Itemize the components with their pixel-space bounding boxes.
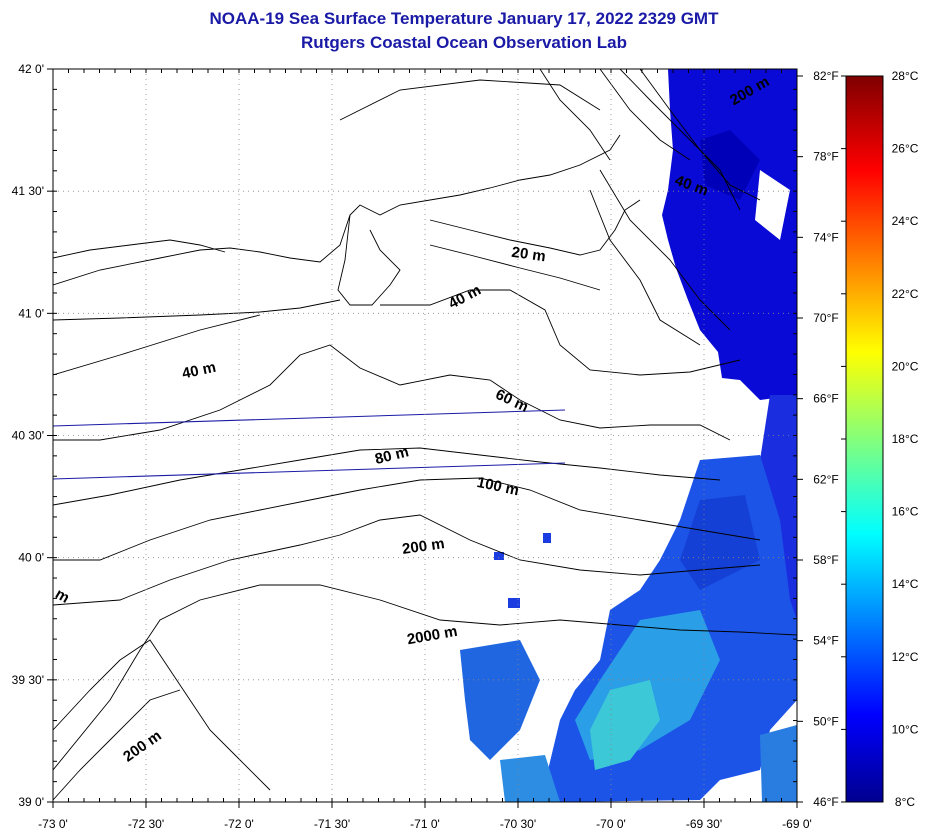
transect-lines xyxy=(53,409,566,480)
lat-tick-label: 39 30' xyxy=(12,673,44,687)
sst-patch-south-east xyxy=(760,725,797,802)
sst-patch-cyan xyxy=(590,680,660,770)
sst-patch-northeast xyxy=(662,69,797,400)
depth-label: 200 m xyxy=(401,535,445,558)
sst-gap xyxy=(755,170,790,240)
lon-tick-label: -70 0' xyxy=(596,817,626,831)
lat-tick-label: 41 30' xyxy=(12,184,44,198)
contour-2000m xyxy=(53,584,797,771)
celsius-label: 8°C xyxy=(895,795,915,809)
lat-tick-label: 41 0' xyxy=(18,306,44,320)
celsius-label: 20°C xyxy=(892,359,919,373)
fahrenheit-label: 82°F xyxy=(813,69,838,83)
contour-60m xyxy=(53,344,731,441)
colorbar-celsius-labels: 28°C 26°C 24°C 22°C 20°C 18°C 16°C 14°C 12°C 10°C… xyxy=(841,69,919,809)
fahrenheit-label: 46°F xyxy=(813,795,838,809)
lat-tick-label: 39 0' xyxy=(18,795,44,809)
transect-line-1 xyxy=(53,409,566,427)
cape-cod-inner xyxy=(429,199,641,256)
latitude-labels: 42 0' 41 30' 41 0' 40 30' 40 0' 39 30' 39 0' xyxy=(12,62,44,809)
contour-shelf-west xyxy=(53,299,341,321)
longitude-labels: -73 0' -72 30' -72 0' -71 30' -71 0' -70 30' -… xyxy=(38,817,812,831)
contour-gulf-2 xyxy=(639,69,761,201)
contour-200m-sw xyxy=(53,689,181,801)
contour-georges-2 xyxy=(599,169,731,331)
contour-100m xyxy=(53,477,761,561)
sst-speck xyxy=(508,598,520,608)
depth-label: 20 m xyxy=(511,244,547,266)
map-grid xyxy=(53,69,797,802)
fahrenheit-label: 78°F xyxy=(813,150,838,164)
fahrenheit-label: 74°F xyxy=(813,230,838,244)
lon-tick-label: -72 30' xyxy=(128,817,164,831)
contour-north xyxy=(339,79,601,121)
contour-slope-sw xyxy=(53,639,271,791)
sst-patch-south xyxy=(500,755,560,802)
axis-ticks xyxy=(47,68,798,808)
contour-gulf-1 xyxy=(619,69,741,211)
contour-200m xyxy=(53,514,761,606)
celsius-label: 10°C xyxy=(892,722,919,736)
contour-gulf-3 xyxy=(599,69,691,161)
lat-tick-label: 40 30' xyxy=(12,429,44,443)
fahrenheit-label: 54°F xyxy=(813,634,838,648)
contour-40m-west xyxy=(53,314,261,376)
map-subtitle: Rutgers Coastal Ocean Observation Lab xyxy=(301,33,627,52)
lon-tick-label: -72 0' xyxy=(224,817,254,831)
celsius-label: 28°C xyxy=(892,69,919,83)
sst-patch-southwest xyxy=(460,640,540,760)
sst-speck xyxy=(543,533,551,543)
celsius-label: 12°C xyxy=(892,650,919,664)
sst-speck xyxy=(494,552,504,560)
sst-patch-northeast-dark xyxy=(700,130,760,200)
lat-tick-label: 42 0' xyxy=(18,62,44,76)
lon-tick-label: -71 0' xyxy=(410,817,440,831)
coastline-island xyxy=(53,239,226,259)
celsius-label: 22°C xyxy=(892,287,919,301)
coastline-bay xyxy=(337,214,401,306)
sst-data-layer xyxy=(460,69,797,802)
lat-tick-label: 40 0' xyxy=(18,551,44,565)
coastline-contours xyxy=(53,69,797,801)
depth-label: 40 m xyxy=(181,359,218,383)
celsius-label: 18°C xyxy=(892,432,919,446)
celsius-label: 24°C xyxy=(892,214,919,228)
celsius-label: 26°C xyxy=(892,142,919,156)
celsius-label: 16°C xyxy=(892,505,919,519)
contour-georges-1 xyxy=(589,189,701,346)
transect-line-2 xyxy=(53,462,566,480)
lon-tick-label: -73 0' xyxy=(38,817,68,831)
lon-tick-label: -69 30' xyxy=(686,817,722,831)
fahrenheit-label: 58°F xyxy=(813,553,838,567)
fahrenheit-label: 66°F xyxy=(813,392,838,406)
celsius-label: 14°C xyxy=(892,577,919,591)
fahrenheit-label: 70°F xyxy=(813,311,838,325)
lon-tick-label: -69 0' xyxy=(782,817,812,831)
lon-tick-label: -70 30' xyxy=(500,817,536,831)
contour-20m xyxy=(429,244,601,291)
contour-80m xyxy=(53,447,721,506)
contour-40m-east xyxy=(380,289,741,376)
colorbar-fahrenheit-labels: 82°F 78°F 74°F 70°F 66°F 62°F 58°F 54°F 50°F 46°F xyxy=(797,69,839,809)
coastline-south-ne xyxy=(53,134,621,286)
fahrenheit-label: 50°F xyxy=(813,714,838,728)
colorbar xyxy=(845,75,884,803)
fahrenheit-label: 62°F xyxy=(813,472,838,486)
lon-tick-label: -71 30' xyxy=(314,817,350,831)
map-title: NOAA-19 Sea Surface Temperature January … xyxy=(209,9,719,28)
